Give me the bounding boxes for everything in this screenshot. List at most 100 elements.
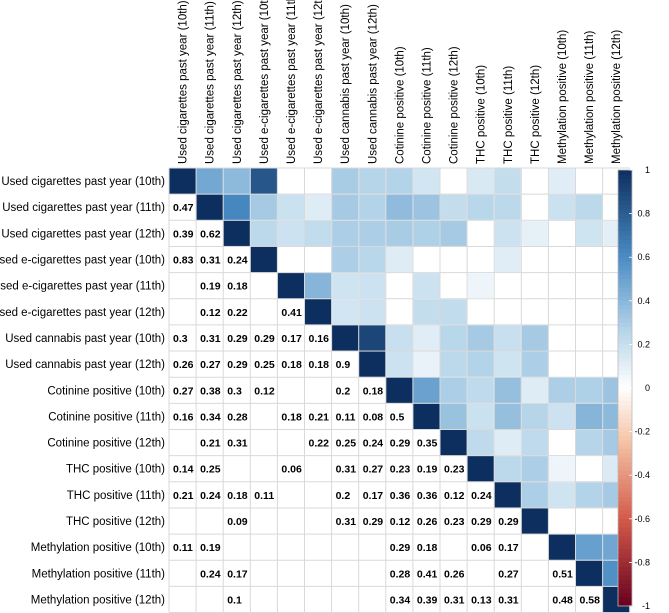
heatmap-cell [494,246,521,273]
colorbar-segment [618,191,632,197]
cell-value-label: 0.26 [444,568,465,580]
cell-value-label: 0.16 [309,333,330,345]
cell-value-label: 0.47 [173,202,194,214]
colorbar-segment [618,335,632,341]
heatmap-cell [305,273,332,299]
colorbar-tick-label: -0.4 [634,470,650,480]
cell-value-label: 0.17 [281,333,302,345]
cell-value-label: 0.24 [200,568,221,580]
colorbar-segment [618,501,632,507]
cell-value-label: 0.09 [227,516,248,528]
cell-value-label: 0.5 [390,411,405,423]
colorbar-segment [618,462,632,468]
row-label: Used cigarettes past year (10th) [1,176,165,188]
colorbar-segment [618,584,632,590]
cell-value-label: 0.29 [227,333,248,345]
heatmap-cell [521,456,548,482]
colorbar-segment [618,257,632,263]
cell-value-label: 0.28 [390,568,411,580]
heatmap-cell [413,194,440,220]
colorbar-segment [618,200,632,206]
cell-value-label: 0.21 [309,411,330,423]
heatmap-cell-diagonal [548,534,575,560]
colorbar-segment [618,274,632,280]
row-label: Methylation positive (12th) [31,594,165,606]
row-label: Used cannabis past year (12th) [5,359,165,371]
heatmap-cell [521,351,548,377]
cell-value-label: 0.18 [227,490,248,502]
colorbar-segment [618,562,632,568]
colorbar-segment [618,305,632,311]
cell-value-label: 0.21 [200,438,221,450]
cell-value-label: 0.12 [254,385,275,397]
colorbar-segment [618,235,632,241]
colorbar-segment [618,374,632,380]
cell-value-label: 0.83 [173,255,194,267]
row-label: Used cigarettes past year (12th) [1,228,165,240]
colorbar-segment [618,361,632,367]
cell-value-label: 0.11 [254,490,274,502]
cell-value-label: 0.19 [417,464,438,476]
heatmap-cell-diagonal [576,560,603,586]
heatmap-cell [440,299,467,325]
colorbar-segment [618,248,632,254]
colorbar-segment [618,540,632,546]
colorbar-segment [618,204,632,210]
row-label: Cotinine positive (11th) [48,411,165,423]
colorbar-segment [618,344,632,350]
heatmap-cell [548,168,575,194]
heatmap-cell [332,194,359,220]
colorbar-segment [618,470,632,476]
heatmap-cell [440,220,467,246]
cell-value-label: 0.23 [390,464,411,476]
heatmap-cell [521,325,548,351]
colorbar-segment [618,174,632,180]
cell-value-label: 0.12 [200,307,221,319]
cell-value-label: 0.18 [227,281,248,293]
colorbar-segment [618,270,632,276]
colorbar-segment [618,226,632,232]
row-label: Used cannabis past year (10th) [5,333,165,345]
row-label: THC positive (10th) [66,464,165,476]
heatmap-cell [223,168,250,194]
colorbar-segment [618,466,632,472]
heatmap-cell [521,220,548,246]
colorbar-segment [618,353,632,359]
colorbar-segment [618,488,632,494]
cell-value-label: 0.62 [200,228,221,240]
heatmap-cell [548,377,575,403]
colorbar-segment [618,523,632,529]
heatmap-cell-diagonal [250,246,277,273]
cell-value-label: 0.11 [336,411,356,423]
colorbar-segment [618,527,632,533]
heatmap-cell [196,168,223,194]
column-label: Cotinine positive (11th) [421,47,433,164]
cell-value-label: 0.34 [390,594,411,606]
cell-value-label: 0.18 [363,385,384,397]
cell-value-label: 0.34 [200,411,221,423]
heatmap-cell [494,456,521,482]
heatmap-cell [467,403,494,429]
heatmap-cell-diagonal [277,273,304,299]
heatmap-cell [467,351,494,377]
cell-value-label: 0.26 [417,516,438,528]
heatmap-cell [305,194,332,220]
cell-value-label: 0.11 [173,542,193,554]
cell-value-label: 0.06 [471,542,492,554]
colorbar-segment [618,348,632,354]
heatmap-cell [413,299,440,325]
heatmap-cell [440,377,467,403]
column-label: Used cigarettes past year (12th) [232,0,244,164]
colorbar-segment [618,414,632,420]
heatmap-cell [359,246,386,273]
heatmap-cell-diagonal [305,299,332,325]
heatmap-cell-diagonal [196,194,223,220]
colorbar-segment [618,217,632,223]
cell-value-label: 0.26 [173,359,194,371]
cell-value-label: 0.12 [444,490,465,502]
colorbar-segment [618,571,632,577]
cell-value-label: 0.31 [498,594,519,606]
cell-value-label: 0.18 [281,359,302,371]
colorbar-segment [618,279,632,284]
colorbar-segment [618,340,632,345]
